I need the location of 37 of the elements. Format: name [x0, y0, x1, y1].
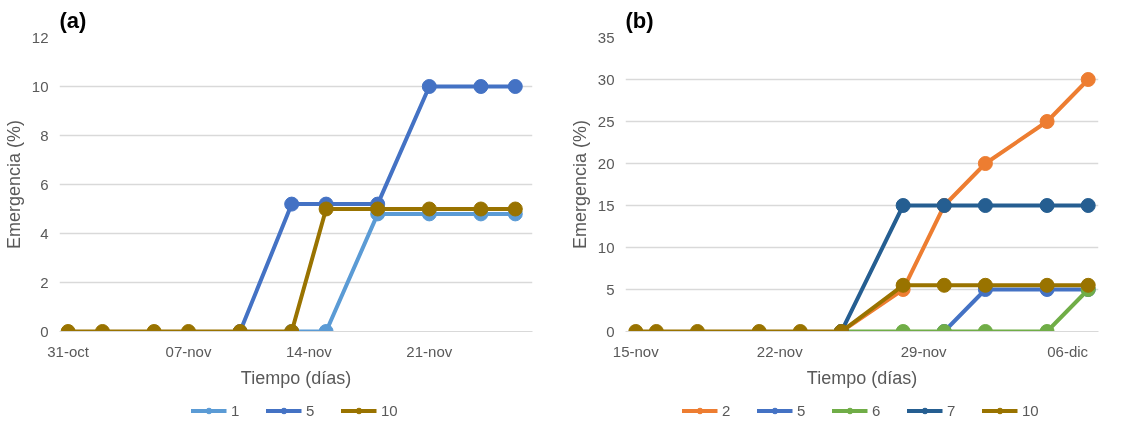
y-tick-label: 15	[597, 196, 615, 214]
legend-label: 10	[1022, 401, 1040, 419]
x-axis-title: Tiempo (días)	[806, 367, 918, 388]
y-tick-label: 2	[40, 273, 49, 291]
y-tick-label: 20	[597, 154, 615, 172]
y-tick-label: 0	[40, 322, 49, 340]
legend-label: 2	[722, 401, 732, 419]
y-tick-label: 5	[606, 280, 615, 298]
x-tick-label: 22-nov	[756, 342, 804, 360]
chart-title: (b)	[625, 7, 654, 33]
x-tick-label: 21-nov	[406, 342, 453, 360]
x-tick-label: 06-dic	[1047, 342, 1089, 360]
x-tick-label: 29-nov	[900, 342, 948, 360]
y-tick-label: 30	[597, 70, 615, 88]
y-axis-title: Emergencia (%)	[3, 119, 24, 250]
legend-label: 7	[947, 401, 957, 419]
legend-label: 6	[872, 401, 882, 419]
legend-label: 1	[231, 401, 241, 419]
x-tick-label: 07-nov	[165, 342, 212, 360]
y-tick-label: 8	[40, 126, 49, 144]
y-axis-title: Emergencia (%)	[569, 119, 590, 250]
x-tick-label: 15-nov	[612, 342, 660, 360]
y-tick-label: 6	[40, 175, 49, 193]
y-tick-label: 10	[597, 238, 615, 256]
y-tick-label: 10	[31, 77, 49, 95]
x-axis-title: Tiempo (días)	[240, 367, 352, 388]
legend-label: 5	[797, 401, 807, 419]
y-tick-label: 0	[606, 322, 615, 340]
chart-title: (a)	[59, 7, 87, 33]
legend-label: 10	[381, 401, 399, 419]
y-tick-label: 35	[597, 28, 615, 46]
legend-label: 5	[306, 401, 316, 419]
x-tick-label: 14-nov	[285, 342, 333, 360]
x-tick-label: 31-oct	[47, 342, 90, 360]
y-tick-label: 25	[597, 112, 615, 130]
y-tick-label: 12	[31, 28, 49, 46]
y-tick-label: 4	[40, 224, 49, 242]
